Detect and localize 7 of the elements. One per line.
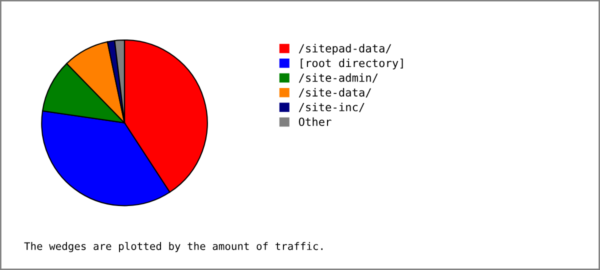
legend-label: /sitepad-data/ (298, 44, 392, 55)
legend-label: /site-admin/ (298, 73, 378, 83)
text: The wedges are plotted by the amount of traffic. (24, 242, 323, 252)
legend-label: [root directory] (300, 58, 403, 70)
legend-label: /site-inc/ (298, 102, 364, 112)
legend-label: Other (298, 117, 332, 126)
legend-label: /site-data/ (298, 88, 372, 98)
